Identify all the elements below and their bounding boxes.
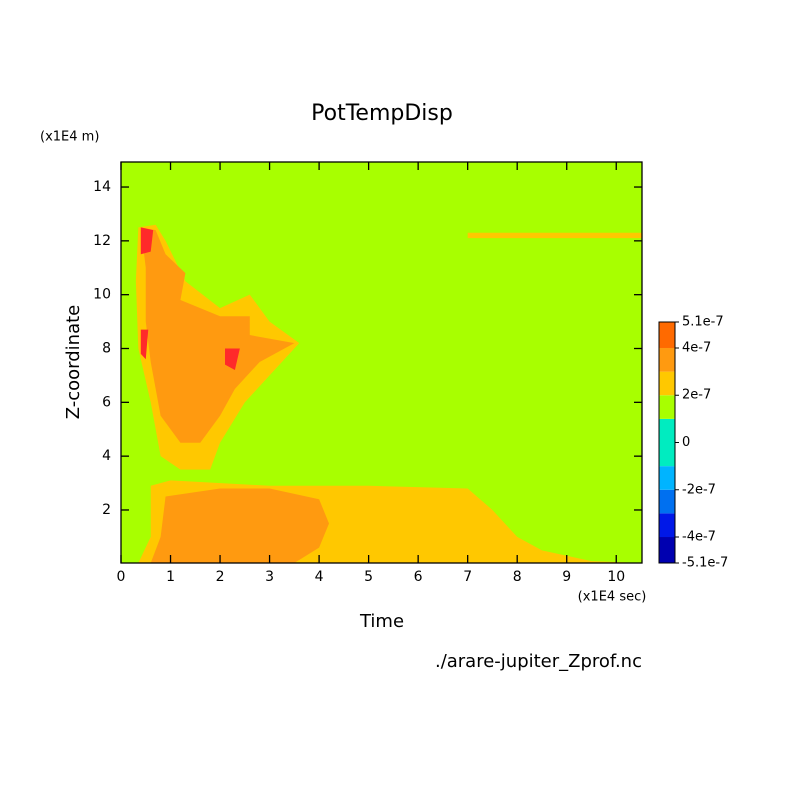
x-tick-label: 2 [216,569,225,585]
colorbar-band [659,371,675,396]
colorbar-tick-label: 0 [682,435,690,450]
contour-region [140,227,295,443]
x-tick-label: 6 [414,569,423,585]
colorbar-tick-label: 4e-7 [682,340,711,355]
colorbar-band [659,395,675,419]
contour-region [225,348,240,371]
y-tick-label: 2 [102,502,111,518]
chart-title: PotTempDisp [311,101,453,126]
plot-area [121,162,642,563]
x-tick-label: 4 [315,569,324,585]
colorbar-band [659,537,675,563]
colorbar-band [659,322,675,348]
contour-region [140,227,154,255]
x-axis-label: Time [359,611,404,632]
colorbar-band [659,347,675,372]
x-tick-label: 3 [265,569,274,585]
colorbar-tick-label: -5.1e-7 [682,556,728,571]
x-unit: (x1E4 sec) [578,590,647,605]
x-tick-label: 7 [463,569,472,585]
colorbar-band [659,466,675,490]
y-tick-label: 10 [93,287,111,303]
x-tick-label: 10 [607,569,625,585]
contour-region [140,329,149,360]
y-tick-label: 12 [93,233,111,249]
colorbar-tick-label: -4e-7 [682,530,716,545]
x-tick-label: 5 [364,569,373,585]
x-tick-label: 8 [513,569,522,585]
colorbar-band [659,513,675,538]
y-tick-label: 6 [102,394,111,410]
x-tick-label: 1 [166,569,175,585]
y-axis-label: Z-coordinate [63,305,84,420]
colorbar-band [659,418,675,467]
contour-region [467,232,642,239]
x-tick-label: 9 [562,569,571,585]
plot-frame [120,161,643,564]
contour-region [150,488,330,563]
footer: ./arare-jupiter_Zprof.nc [435,651,642,672]
y-tick-label: 4 [102,448,111,464]
axes: 0 1 2 3 4 5 6 7 8 9 1024681012145.1e-74e-72e-70-2e… [93,161,728,585]
y-tick-label: 14 [93,179,111,195]
x-tick-label: 0 [117,569,126,585]
y-unit: (x1E4 m) [40,130,99,145]
colorbar-tick-label: 5.1e-7 [682,315,724,330]
y-tick-label: 8 [102,341,111,357]
colorbar-tick-label: 2e-7 [682,388,711,403]
colorbar-tick-label: -2e-7 [682,482,716,497]
colorbar-band [659,489,675,514]
